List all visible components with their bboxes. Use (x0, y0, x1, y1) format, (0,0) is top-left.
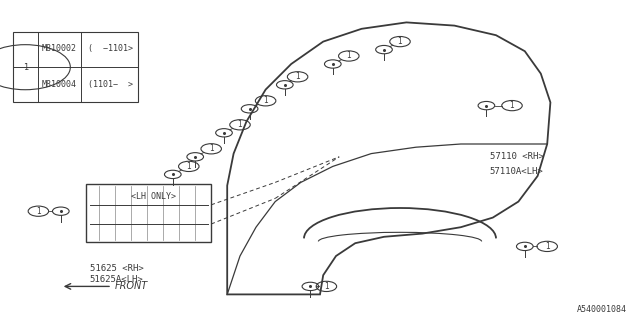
Text: 51625A<LH>: 51625A<LH> (90, 276, 143, 284)
Text: <LH ONLY>: <LH ONLY> (131, 192, 176, 201)
Text: 57110A<LH>: 57110A<LH> (490, 167, 543, 176)
Text: (  −1101>: ( −1101> (88, 44, 132, 53)
Text: 1: 1 (186, 162, 191, 171)
Text: 51625 <RH>: 51625 <RH> (90, 264, 143, 273)
Text: (1101−  >: (1101− > (88, 80, 132, 89)
Bar (13, 32, 138, 102)
Text: 57110 <RH>: 57110 <RH> (490, 152, 543, 161)
Text: FRONT: FRONT (115, 281, 148, 292)
Text: 1: 1 (237, 120, 243, 129)
Text: 1: 1 (263, 96, 268, 105)
Text: 1: 1 (295, 72, 300, 81)
Text: M810002: M810002 (42, 44, 77, 53)
Text: M810004: M810004 (42, 80, 77, 89)
Text: 1: 1 (324, 282, 329, 291)
Text: 1: 1 (397, 37, 403, 46)
Text: 1: 1 (346, 52, 351, 60)
Text: 1: 1 (509, 101, 515, 110)
Text: 1: 1 (36, 207, 41, 216)
Text: 1: 1 (545, 242, 550, 251)
Text: A540001084: A540001084 (577, 305, 627, 314)
Text: 1: 1 (209, 144, 214, 153)
Text: 1: 1 (22, 63, 28, 72)
